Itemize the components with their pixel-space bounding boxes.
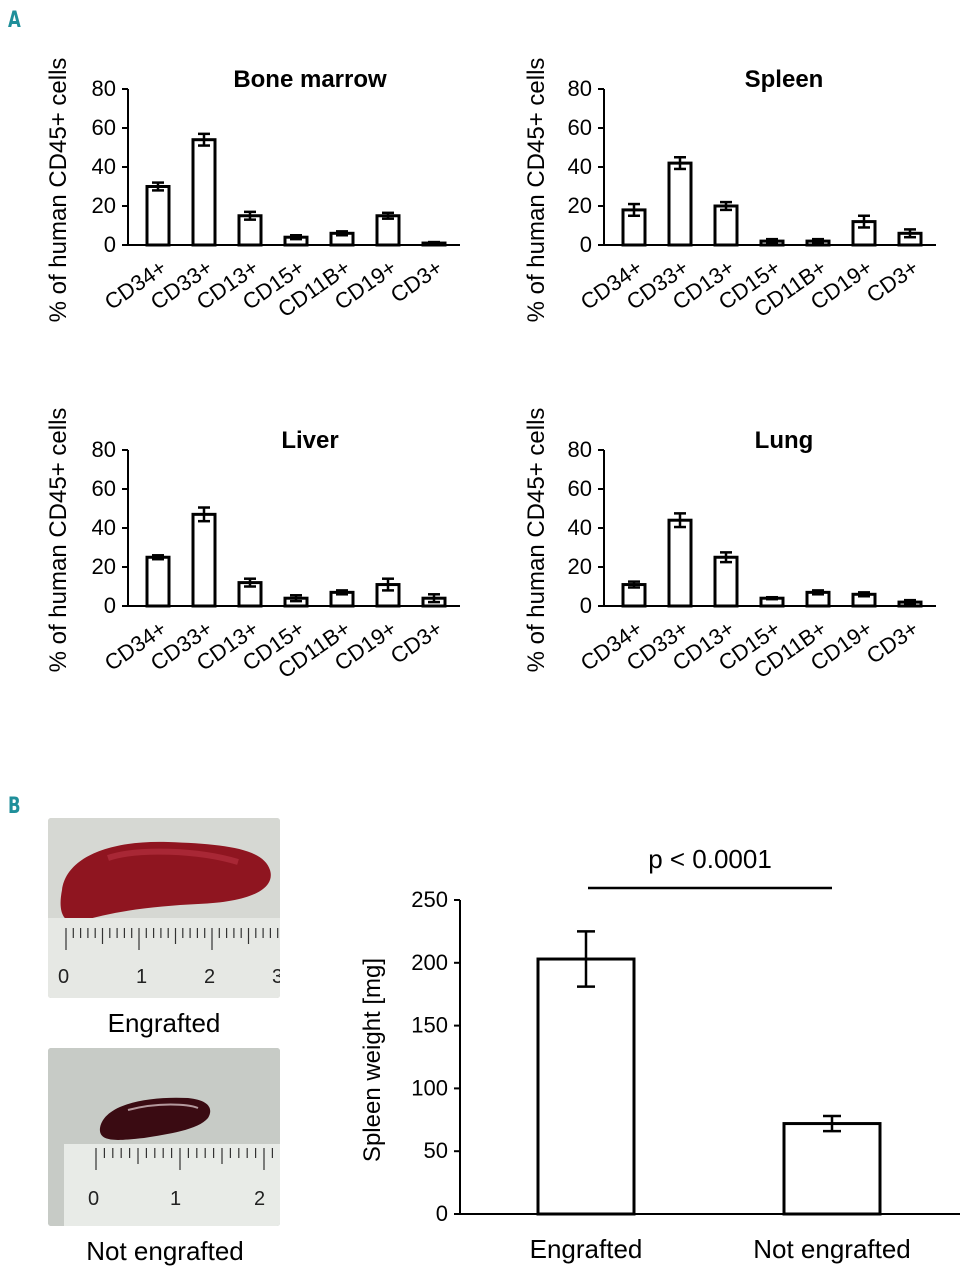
spleen-not-engrafted-image (48, 1048, 280, 1226)
y-tick-label: 20 (568, 193, 592, 218)
caption-engrafted: Engrafted (107, 1008, 221, 1038)
y-tick-label: 150 (411, 1013, 448, 1038)
bar (145, 555, 171, 608)
chart-title: Bone marrow (233, 66, 387, 93)
y-tick-label: 60 (92, 476, 116, 501)
ruler-b-1-label: 1 (170, 1188, 182, 1210)
photo-engrafted-spleen: 0 1 2 3 (48, 818, 280, 998)
bar (667, 518, 693, 608)
ruler-b-0-label: 0 (88, 1188, 100, 1210)
bar (375, 214, 401, 247)
y-tick-label: 0 (104, 593, 116, 618)
y-tick-label: 0 (580, 593, 592, 618)
y-tick-label: 80 (568, 76, 592, 101)
x-tick-label: Engrafted (530, 1234, 643, 1264)
chart-title: Liver (281, 427, 338, 454)
bar (782, 1122, 882, 1216)
y-tick-label: 20 (92, 193, 116, 218)
y-tick-label: 80 (568, 437, 592, 462)
y-tick-label: 60 (92, 115, 116, 140)
caption-not-engrafted: Not engrafted (86, 1236, 244, 1266)
y-tick-label: 60 (568, 115, 592, 140)
p-value-annotation: p < 0.0001 (648, 844, 772, 874)
y-tick-label: 40 (92, 154, 116, 179)
x-tick-label: CD3+ (862, 255, 923, 308)
chart-title: Lung (755, 427, 814, 454)
y-axis-label: % of human CD45+ cells (45, 408, 72, 673)
bar (713, 204, 739, 247)
chart-spleen-weight: Spleen weight [mg] 0 50 100 150 200 250 Engraft… (359, 844, 960, 1264)
y-tick-label: 100 (411, 1075, 448, 1100)
y-tick-label: 80 (92, 76, 116, 101)
spleen-engrafted-image (48, 818, 280, 998)
x-tick-label: CD3+ (386, 255, 447, 308)
y-tick-label: 0 (580, 232, 592, 257)
panel-label-b: B (8, 794, 21, 819)
y-tick-label: 200 (411, 950, 448, 975)
ruler-0-label: 0 (58, 966, 70, 988)
chart-liver: Liver% of human CD45+ cells 020406080CD34… (45, 408, 460, 683)
bar (191, 512, 217, 608)
y-tick-label: 20 (92, 554, 116, 579)
chart-bone-marrow: Bone marrow % of human CD45+ cells 0 20 40 60… (45, 58, 460, 323)
ruler-1-label: 1 (136, 966, 148, 988)
bar (536, 957, 636, 1216)
y-tick-label: 60 (568, 476, 592, 501)
chart-lung: Lung% of human CD45+ cells 020406080CD34+… (523, 408, 936, 683)
y-tick-label: 0 (436, 1201, 448, 1226)
y-axis-label: Spleen weight [mg] (359, 958, 386, 1162)
y-tick-label: 50 (424, 1138, 448, 1163)
y-tick-label: 0 (104, 232, 116, 257)
y-tick-label: 250 (411, 887, 448, 912)
y-axis-label: % of human CD45+ cells (45, 58, 72, 323)
ruler-b-2-label: 2 (254, 1188, 266, 1210)
x-tick-label: CD3+ (386, 616, 447, 669)
chart-title: Spleen (745, 66, 824, 93)
y-axis-label: % of human CD45+ cells (523, 408, 550, 673)
y-axis-label: % of human CD45+ cells (523, 58, 550, 323)
ruler-2-label: 2 (204, 966, 216, 988)
y-tick-label: 40 (92, 515, 116, 540)
bar (713, 555, 739, 608)
panel-label-a: A (8, 8, 21, 33)
bar (667, 161, 693, 247)
y-tick-label: 40 (568, 154, 592, 179)
bar (191, 138, 217, 247)
y-tick-label: 40 (568, 515, 592, 540)
y-tick-label: 20 (568, 554, 592, 579)
y-tick-label: 80 (92, 437, 116, 462)
x-tick-label: CD3+ (862, 616, 923, 669)
bar (145, 185, 171, 247)
chart-spleen: Spleen % of human CD45+ cells 0 20 40 60 80 CD3… (523, 58, 936, 323)
ruler-3-label: 3 (272, 966, 280, 988)
x-tick-label: Not engrafted (753, 1234, 911, 1264)
photo-not-engrafted-spleen: 0 1 2 (48, 1048, 280, 1226)
